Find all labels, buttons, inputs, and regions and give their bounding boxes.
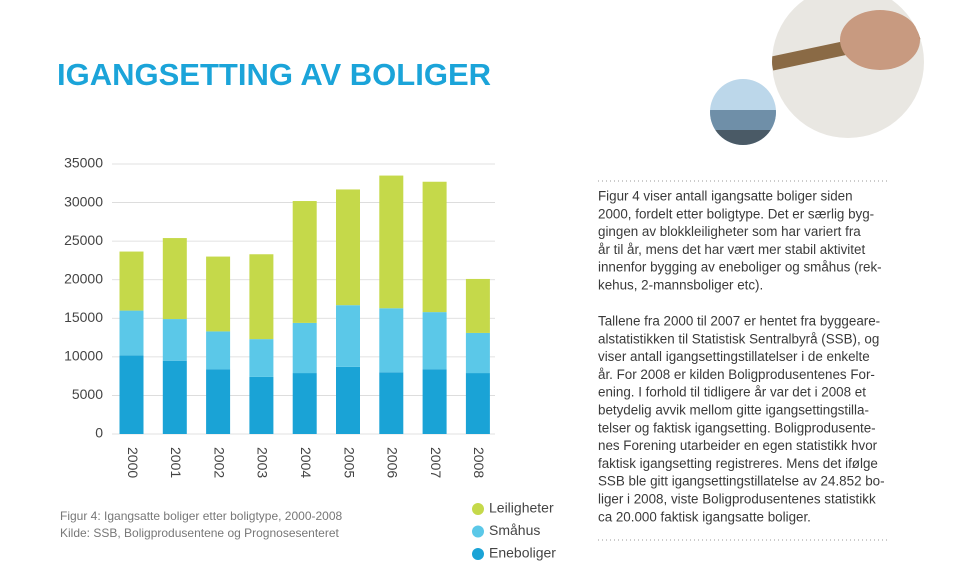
bar-segment <box>379 175 404 309</box>
bar-segment <box>379 308 404 373</box>
text-line: nes Forening utarbeider en egen statisti… <box>598 438 878 453</box>
bar-segment <box>422 312 447 370</box>
bar-segment <box>119 251 144 311</box>
legend-label: Leiligheter <box>489 500 554 516</box>
text-line: telser og faktisk igangsetting. Boligpro… <box>598 420 876 435</box>
bar-segment <box>119 355 144 434</box>
x-tick-label: 2005 <box>341 447 357 478</box>
bar-segment <box>465 278 490 333</box>
text-line: SSB ble gitt igangsettingstillatelse av … <box>598 474 885 489</box>
x-tick-label: 2003 <box>255 447 271 478</box>
text-line: faktisk igangsetting registreres. Mens d… <box>598 456 878 471</box>
bar-segment <box>422 181 447 313</box>
text-line: Tallene fra 2000 til 2007 er hentet fra … <box>598 314 880 329</box>
bar-segment <box>465 332 490 374</box>
bar-segment <box>249 376 274 434</box>
text-line: alstatistikken til Statistisk Sentralbyr… <box>598 331 879 346</box>
x-tick-label: 2004 <box>298 447 314 478</box>
text-line: liger i 2008, viste Boligprodusentenes s… <box>598 492 876 507</box>
x-tick-label: 2007 <box>428 447 444 478</box>
bar-segment <box>422 369 447 434</box>
x-tick-label: 2001 <box>168 447 184 478</box>
bar-segment <box>162 360 187 434</box>
text-line: 2000, fordelt etter boligtype. Det er sæ… <box>598 206 874 221</box>
bar-segment <box>162 319 187 361</box>
caption-line: Figur 4: Igangsatte boliger etter boligt… <box>60 509 343 523</box>
bar-segment <box>292 373 317 434</box>
page-title: IGANGSETTING AV BOLIGER <box>57 57 491 92</box>
bar-segment <box>336 305 360 367</box>
text-line: innenfor bygging av eneboliger og småhus… <box>598 260 882 275</box>
legend-swatch <box>472 525 484 538</box>
x-tick-label: 2006 <box>385 447 401 478</box>
bar-segment <box>206 256 231 332</box>
x-tick-label: 2002 <box>211 447 227 478</box>
bar-segment <box>249 339 274 377</box>
text-line: viser antall igangsettingstillatelser i … <box>598 349 870 364</box>
x-tick-label: 2008 <box>471 447 487 478</box>
y-tick-label: 5000 <box>72 386 103 402</box>
text-line: kehus, 2-mannsboliger etc). <box>598 278 763 293</box>
text-line: ening. I forhold til tidligere år var de… <box>598 385 866 400</box>
y-tick-label: 20000 <box>64 270 103 286</box>
bar-segment <box>336 189 360 306</box>
y-tick-label: 25000 <box>64 232 103 248</box>
legend-swatch <box>472 548 484 560</box>
bar-segment <box>206 369 231 434</box>
legend-label: Småhus <box>489 522 540 538</box>
bar-segment <box>119 310 144 356</box>
y-tick-label: 15000 <box>64 309 103 325</box>
caption: Figur 4: Igangsatte boliger etter boligt… <box>60 509 343 540</box>
y-tick-label: 35000 <box>64 155 103 171</box>
text-line: år. For 2008 er kilden Boligprodusentene… <box>598 367 875 382</box>
bar-segment <box>206 331 231 370</box>
y-tick-label: 0 <box>95 425 103 441</box>
bar-segment <box>465 373 490 434</box>
caption-line: Kilde: SSB, Boligprodusentene og Prognos… <box>60 526 340 540</box>
bar-segment <box>249 254 274 340</box>
bar-segment <box>292 322 317 374</box>
bar-segment <box>292 201 317 323</box>
legend-label: Eneboliger <box>489 545 556 561</box>
x-tick-label: 2000 <box>125 447 141 478</box>
text-line: år til år, mens det har vært mer stabil … <box>598 242 865 257</box>
legend-swatch <box>472 503 484 515</box>
text-line: betydelig avvik mellom gitte igangsettin… <box>598 403 869 418</box>
photo-building <box>710 79 776 145</box>
bar-segment <box>162 238 187 320</box>
bar-segment <box>336 366 360 434</box>
text-line: gingen av blokkleiligheter som har varie… <box>598 224 861 239</box>
text-line: ca 20.000 faktisk igangsatte boliger. <box>598 509 811 524</box>
y-tick-label: 30000 <box>64 193 103 209</box>
chart: 0 5000 10000 15000 20000 25000 30000 35000 2000 2… <box>64 155 556 561</box>
text-line: Figur 4 viser antall igangsatte boliger … <box>598 189 853 204</box>
bar-segment <box>379 372 404 434</box>
body-text: Figur 4 viser antall igangsatte boliger … <box>598 189 885 525</box>
photo-hand <box>772 0 924 138</box>
y-tick-label: 10000 <box>64 348 103 364</box>
